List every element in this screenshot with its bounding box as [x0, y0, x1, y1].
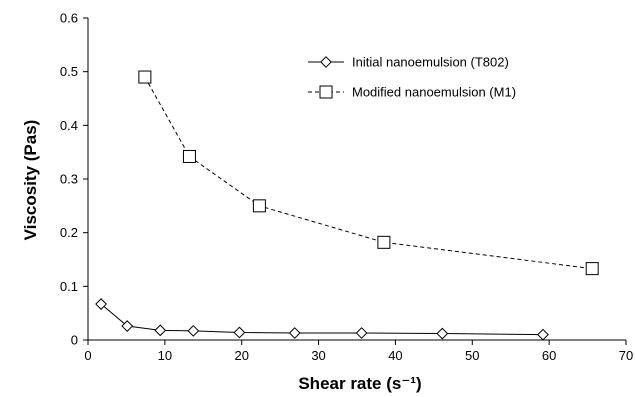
series-2	[138, 70, 599, 276]
legend-item: Initial nanoemulsion (T802)	[308, 55, 509, 70]
x-tick-label: 50	[465, 348, 479, 363]
data-point	[182, 149, 196, 163]
data-point	[288, 327, 301, 339]
data-point	[436, 327, 449, 340]
legend-label: Modified nanoemulsion (M1)	[352, 85, 516, 100]
x-tick-label: 60	[542, 348, 556, 363]
data-point	[355, 327, 368, 339]
x-tick-label: 10	[158, 348, 172, 363]
y-tick-label: 0.2	[60, 225, 78, 240]
series-line	[144, 76, 593, 270]
x-tick-label: 70	[619, 348, 633, 363]
y-tick-label: 0.6	[60, 11, 78, 26]
x-tick-label: 0	[84, 348, 91, 363]
data-point	[252, 199, 266, 213]
series-line	[100, 303, 543, 336]
y-tick-label: 0.4	[60, 118, 78, 133]
data-point	[154, 324, 167, 337]
x-tick-label: 30	[311, 348, 325, 363]
legend-item: Modified nanoemulsion (M1)	[308, 85, 516, 100]
series-1	[95, 298, 549, 341]
data-point	[537, 328, 549, 341]
legend-marker	[320, 56, 332, 68]
y-tick-label: 0.1	[60, 279, 78, 294]
y-tick-label: 0.3	[60, 172, 78, 187]
data-point	[138, 70, 152, 84]
data-point	[377, 235, 391, 249]
y-axis-title: Viscosity (Pas)	[21, 120, 40, 241]
series-layer	[95, 70, 599, 341]
data-point	[585, 262, 599, 276]
data-point	[233, 326, 246, 339]
legend-label: Initial nanoemulsion (T802)	[352, 55, 509, 70]
data-point	[95, 298, 107, 310]
axes: 0 0.1 0.2 0.3 0.4 0.5 0.6 0 10 20 30 40 50 60 70	[60, 11, 633, 364]
data-point	[187, 324, 200, 337]
legend: Initial nanoemulsion (T802) Modified nano…	[308, 55, 516, 100]
x-axis-title: Shear rate (s⁻¹)	[298, 374, 421, 393]
x-tick-label: 40	[388, 348, 402, 363]
x-tick-label: 20	[234, 348, 248, 363]
legend-marker	[319, 85, 333, 99]
y-tick-label: 0.5	[60, 64, 78, 79]
data-point	[121, 320, 134, 332]
y-tick-label: 0	[71, 333, 78, 348]
